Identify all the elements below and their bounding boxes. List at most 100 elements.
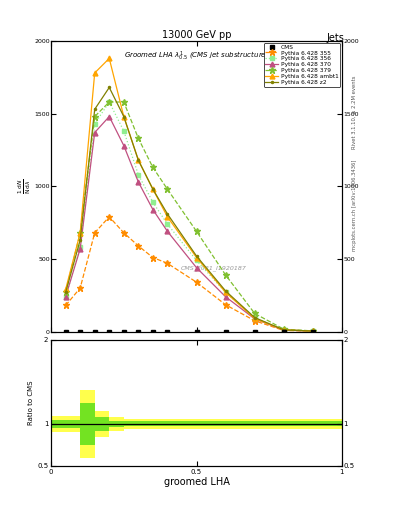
Line: Pythia 6.428 379: Pythia 6.428 379 [62, 99, 316, 334]
Line: Pythia 6.428 356: Pythia 6.428 356 [64, 100, 315, 333]
Pythia 6.428 355 [78, 285, 83, 291]
Pythia 6.428 ambt1 [151, 186, 155, 193]
Pythia 6.428 379 [78, 230, 83, 236]
Pythia 6.428 z2 [165, 211, 170, 217]
Pythia 6.428 355 [194, 279, 199, 285]
Text: CMS_2021_I1920187: CMS_2021_I1920187 [181, 265, 247, 270]
CMS [63, 329, 68, 335]
Pythia 6.428 356 [194, 258, 199, 264]
Pythia 6.428 ambt1 [136, 157, 141, 163]
Pythia 6.428 370 [281, 327, 286, 333]
Text: mcplots.cern.ch [arXiv:1306.3436]: mcplots.cern.ch [arXiv:1306.3436] [352, 159, 357, 250]
Pythia 6.428 370 [92, 130, 97, 136]
X-axis label: groomed LHA: groomed LHA [163, 478, 230, 487]
Pythia 6.428 356 [310, 328, 315, 334]
Pythia 6.428 370 [136, 179, 141, 185]
Pythia 6.428 z2 [63, 289, 68, 295]
Pythia 6.428 379 [107, 99, 112, 105]
Pythia 6.428 356 [281, 327, 286, 333]
Pythia 6.428 355 [281, 327, 286, 333]
Pythia 6.428 356 [121, 128, 126, 134]
Pythia 6.428 370 [107, 114, 112, 120]
Pythia 6.428 370 [151, 206, 155, 212]
CMS [223, 329, 228, 335]
Line: Pythia 6.428 370: Pythia 6.428 370 [63, 114, 315, 333]
Pythia 6.428 356 [252, 315, 257, 321]
Pythia 6.428 370 [165, 228, 170, 234]
Y-axis label: Ratio to CMS: Ratio to CMS [28, 381, 35, 425]
Pythia 6.428 379 [223, 272, 228, 278]
Pythia 6.428 356 [107, 99, 112, 105]
Pythia 6.428 z2 [194, 253, 199, 259]
Line: Pythia 6.428 ambt1: Pythia 6.428 ambt1 [63, 56, 315, 333]
CMS [121, 329, 126, 335]
Pythia 6.428 ambt1 [223, 289, 228, 295]
Pythia 6.428 z2 [136, 157, 141, 163]
Pythia 6.428 z2 [252, 314, 257, 321]
Pythia 6.428 355 [92, 230, 97, 236]
Pythia 6.428 z2 [310, 328, 315, 334]
Pythia 6.428 379 [136, 135, 141, 141]
Pythia 6.428 370 [252, 316, 257, 322]
Pythia 6.428 355 [310, 328, 315, 334]
CMS [252, 329, 257, 335]
Pythia 6.428 z2 [78, 237, 83, 243]
Pythia 6.428 355 [63, 303, 68, 309]
Pythia 6.428 370 [223, 294, 228, 300]
Pythia 6.428 ambt1 [121, 114, 126, 120]
Pythia 6.428 370 [63, 294, 68, 300]
Pythia 6.428 356 [136, 172, 141, 178]
Pythia 6.428 355 [252, 317, 257, 324]
CMS [92, 329, 97, 335]
Legend: CMS, Pythia 6.428 355, Pythia 6.428 356, Pythia 6.428 370, Pythia 6.428 379, Pyt: CMS, Pythia 6.428 355, Pythia 6.428 356,… [264, 42, 340, 87]
Pythia 6.428 356 [78, 244, 83, 250]
CMS [165, 329, 170, 335]
Pythia 6.428 z2 [281, 327, 286, 333]
Pythia 6.428 379 [121, 99, 126, 105]
Pythia 6.428 ambt1 [310, 328, 315, 334]
Pythia 6.428 370 [310, 328, 315, 334]
Pythia 6.428 355 [136, 243, 141, 249]
Line: Pythia 6.428 355: Pythia 6.428 355 [62, 214, 316, 334]
Pythia 6.428 379 [151, 164, 155, 170]
Pythia 6.428 ambt1 [281, 327, 286, 333]
CMS [310, 329, 315, 335]
Pythia 6.428 356 [223, 289, 228, 295]
CMS [78, 329, 83, 335]
Pythia 6.428 379 [252, 310, 257, 316]
Pythia 6.428 z2 [107, 84, 112, 91]
Pythia 6.428 379 [63, 289, 68, 295]
Text: Jets: Jets [326, 33, 344, 44]
Text: Rivet 3.1.10, ≥ 2.2M events: Rivet 3.1.10, ≥ 2.2M events [352, 76, 357, 150]
Pythia 6.428 379 [194, 228, 199, 234]
Pythia 6.428 370 [194, 265, 199, 271]
Pythia 6.428 ambt1 [165, 214, 170, 220]
Pythia 6.428 379 [165, 186, 170, 193]
Pythia 6.428 ambt1 [92, 70, 97, 76]
Pythia 6.428 356 [63, 294, 68, 300]
CMS [136, 329, 141, 335]
Pythia 6.428 z2 [223, 288, 228, 294]
Pythia 6.428 355 [165, 260, 170, 266]
Line: CMS: CMS [64, 330, 314, 333]
Pythia 6.428 355 [121, 230, 126, 236]
Pythia 6.428 ambt1 [78, 230, 83, 236]
Pythia 6.428 355 [151, 254, 155, 261]
Pythia 6.428 356 [151, 199, 155, 205]
Pythia 6.428 z2 [121, 114, 126, 120]
Pythia 6.428 356 [165, 221, 170, 227]
Pythia 6.428 ambt1 [107, 55, 112, 61]
Title: 13000 GeV pp: 13000 GeV pp [162, 30, 231, 40]
Line: Pythia 6.428 z2: Pythia 6.428 z2 [64, 86, 315, 333]
Y-axis label: $\frac{1}{\mathrm{N}}\frac{\mathrm{d}N}{\mathrm{d}\lambda}$: $\frac{1}{\mathrm{N}}\frac{\mathrm{d}N}{… [16, 179, 33, 194]
Pythia 6.428 ambt1 [194, 254, 199, 261]
Pythia 6.428 370 [78, 246, 83, 252]
Pythia 6.428 379 [310, 328, 315, 334]
Pythia 6.428 z2 [151, 186, 155, 193]
CMS [151, 329, 155, 335]
Pythia 6.428 356 [92, 121, 97, 127]
Text: Groomed LHA $\lambda^{1}_{0.5}$ (CMS jet substructure): Groomed LHA $\lambda^{1}_{0.5}$ (CMS jet… [124, 50, 269, 63]
Pythia 6.428 z2 [92, 106, 97, 112]
CMS [194, 329, 199, 335]
Pythia 6.428 379 [281, 326, 286, 332]
